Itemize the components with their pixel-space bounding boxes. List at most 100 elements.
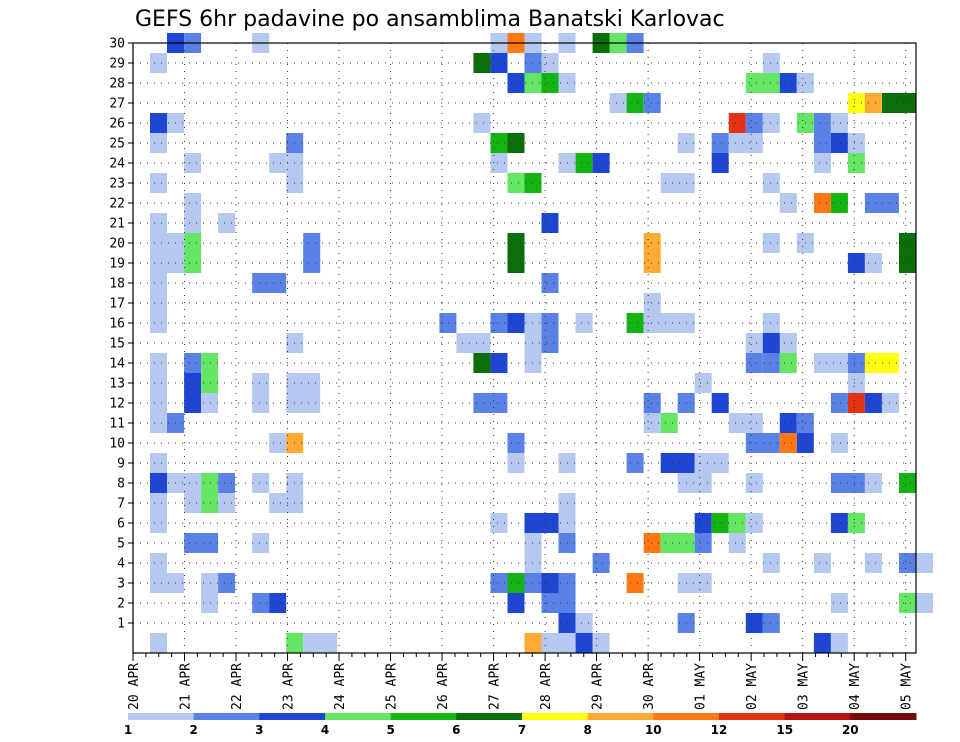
heatmap-cell bbox=[541, 593, 576, 613]
x-tick-label: 21 APR bbox=[179, 663, 194, 710]
heatmap-cell bbox=[269, 493, 304, 513]
heatmap-cell bbox=[252, 393, 270, 413]
heatmap-cell bbox=[524, 513, 559, 533]
heatmap-cell bbox=[473, 113, 491, 133]
heatmap-cell bbox=[626, 573, 644, 593]
heatmap-cell bbox=[150, 513, 167, 533]
heatmap-cell bbox=[813, 353, 848, 373]
heatmap-cell bbox=[218, 493, 236, 513]
heatmap-cell bbox=[252, 533, 270, 553]
legend-swatch bbox=[522, 713, 589, 720]
legend-label: 3 bbox=[255, 723, 263, 737]
y-tick-label: 3 bbox=[117, 577, 125, 592]
heatmap-cell bbox=[864, 353, 899, 373]
heatmap-cell bbox=[864, 393, 882, 413]
heatmap-cell bbox=[626, 93, 644, 113]
heatmap-cell bbox=[592, 153, 610, 173]
y-tick-label: 25 bbox=[109, 137, 125, 152]
heatmap-cell bbox=[660, 533, 695, 553]
y-tick-label: 28 bbox=[109, 77, 125, 92]
legend-swatch bbox=[456, 713, 523, 720]
heatmap-cell bbox=[490, 153, 508, 173]
heatmap-cell bbox=[150, 133, 167, 153]
x-tick-label: 27 APR bbox=[488, 663, 503, 710]
chart-title: GEFS 6hr padavine po ansamblima Banatski… bbox=[135, 7, 725, 32]
legend-swatch bbox=[653, 713, 720, 720]
heatmap-cell bbox=[643, 293, 661, 313]
plot-frame bbox=[132, 42, 917, 654]
heatmap-cell bbox=[813, 553, 831, 573]
heatmap-cell bbox=[184, 373, 202, 393]
heatmap-cell bbox=[830, 113, 848, 133]
heatmap-cell bbox=[184, 193, 202, 213]
heatmap-cell bbox=[218, 573, 236, 593]
y-tick-label: 17 bbox=[109, 297, 125, 312]
x-tick-label: 26 APR bbox=[436, 663, 451, 710]
heatmap-cell bbox=[286, 373, 321, 393]
heatmap-cell bbox=[184, 253, 202, 273]
heatmap-cell bbox=[779, 413, 797, 433]
y-tick-label: 8 bbox=[117, 477, 125, 492]
heatmap-cell bbox=[830, 393, 848, 413]
heatmap-cell bbox=[150, 53, 167, 73]
heatmap-cell bbox=[252, 593, 270, 613]
heatmap-cell bbox=[150, 393, 167, 413]
legend-label: 4 bbox=[321, 723, 329, 737]
heatmap-cell bbox=[830, 193, 848, 213]
heatmap-cell bbox=[626, 453, 644, 473]
heatmap-cell bbox=[150, 373, 167, 393]
y-tick-label: 10 bbox=[109, 437, 125, 452]
heatmap-cell bbox=[575, 153, 593, 173]
y-tick-label: 29 bbox=[109, 57, 125, 72]
heatmap-cell bbox=[779, 73, 797, 93]
heatmap-cell bbox=[507, 73, 525, 93]
heatmap-cell bbox=[813, 113, 831, 133]
heatmap-cell bbox=[150, 293, 167, 313]
heatmap-cell bbox=[864, 253, 882, 273]
heatmap-cell bbox=[711, 153, 729, 173]
heatmap-cell bbox=[507, 573, 525, 593]
heatmap-cell bbox=[218, 473, 236, 493]
heatmap-cell bbox=[830, 593, 848, 613]
y-tick-label: 18 bbox=[109, 277, 125, 292]
heatmap-cell bbox=[575, 313, 593, 333]
heatmap-cell bbox=[694, 453, 729, 473]
heatmap-cell bbox=[864, 553, 882, 573]
heatmap-cell bbox=[609, 93, 627, 113]
heatmap-cell bbox=[694, 533, 712, 553]
heatmap-cell bbox=[184, 533, 219, 553]
y-tick-label: 30 bbox=[109, 37, 125, 52]
heatmap-cell bbox=[728, 113, 746, 133]
heatmap-cell bbox=[916, 553, 933, 573]
heatmap-cell bbox=[252, 273, 287, 293]
y-tick-label: 11 bbox=[109, 417, 125, 432]
legend-swatch bbox=[719, 713, 786, 720]
heatmap-cell bbox=[728, 133, 763, 153]
heatmap-cell bbox=[541, 633, 576, 653]
heatmap-cell bbox=[303, 253, 321, 273]
heatmap-cell bbox=[201, 353, 219, 373]
y-tick-label: 21 bbox=[109, 217, 125, 232]
heatmap-cell bbox=[201, 473, 219, 493]
heatmap-cell bbox=[711, 513, 729, 533]
x-tick-label: 24 APR bbox=[333, 663, 348, 710]
heatmap-cell bbox=[882, 393, 899, 413]
heatmap-cell bbox=[507, 593, 525, 613]
heatmap-cell bbox=[728, 533, 746, 553]
y-tick-label: 9 bbox=[117, 457, 125, 472]
heatmap-cell bbox=[150, 233, 167, 253]
heatmap-cell bbox=[150, 493, 167, 513]
heatmap-cell bbox=[728, 513, 746, 533]
y-tick-label: 24 bbox=[109, 157, 125, 172]
x-tick-label: 02 MAY bbox=[745, 663, 760, 710]
y-tick-label: 15 bbox=[109, 337, 125, 352]
heatmap-cell bbox=[762, 333, 780, 353]
heatmap-cell bbox=[473, 353, 491, 373]
heatmap-cell bbox=[864, 193, 899, 213]
heatmap-cell bbox=[745, 333, 763, 353]
heatmap-cell bbox=[745, 513, 763, 533]
x-tick-label: 05 MAY bbox=[900, 663, 915, 710]
heatmap-cell bbox=[762, 613, 780, 633]
heatmap-cell bbox=[643, 313, 695, 333]
y-tick-label: 7 bbox=[117, 497, 125, 512]
